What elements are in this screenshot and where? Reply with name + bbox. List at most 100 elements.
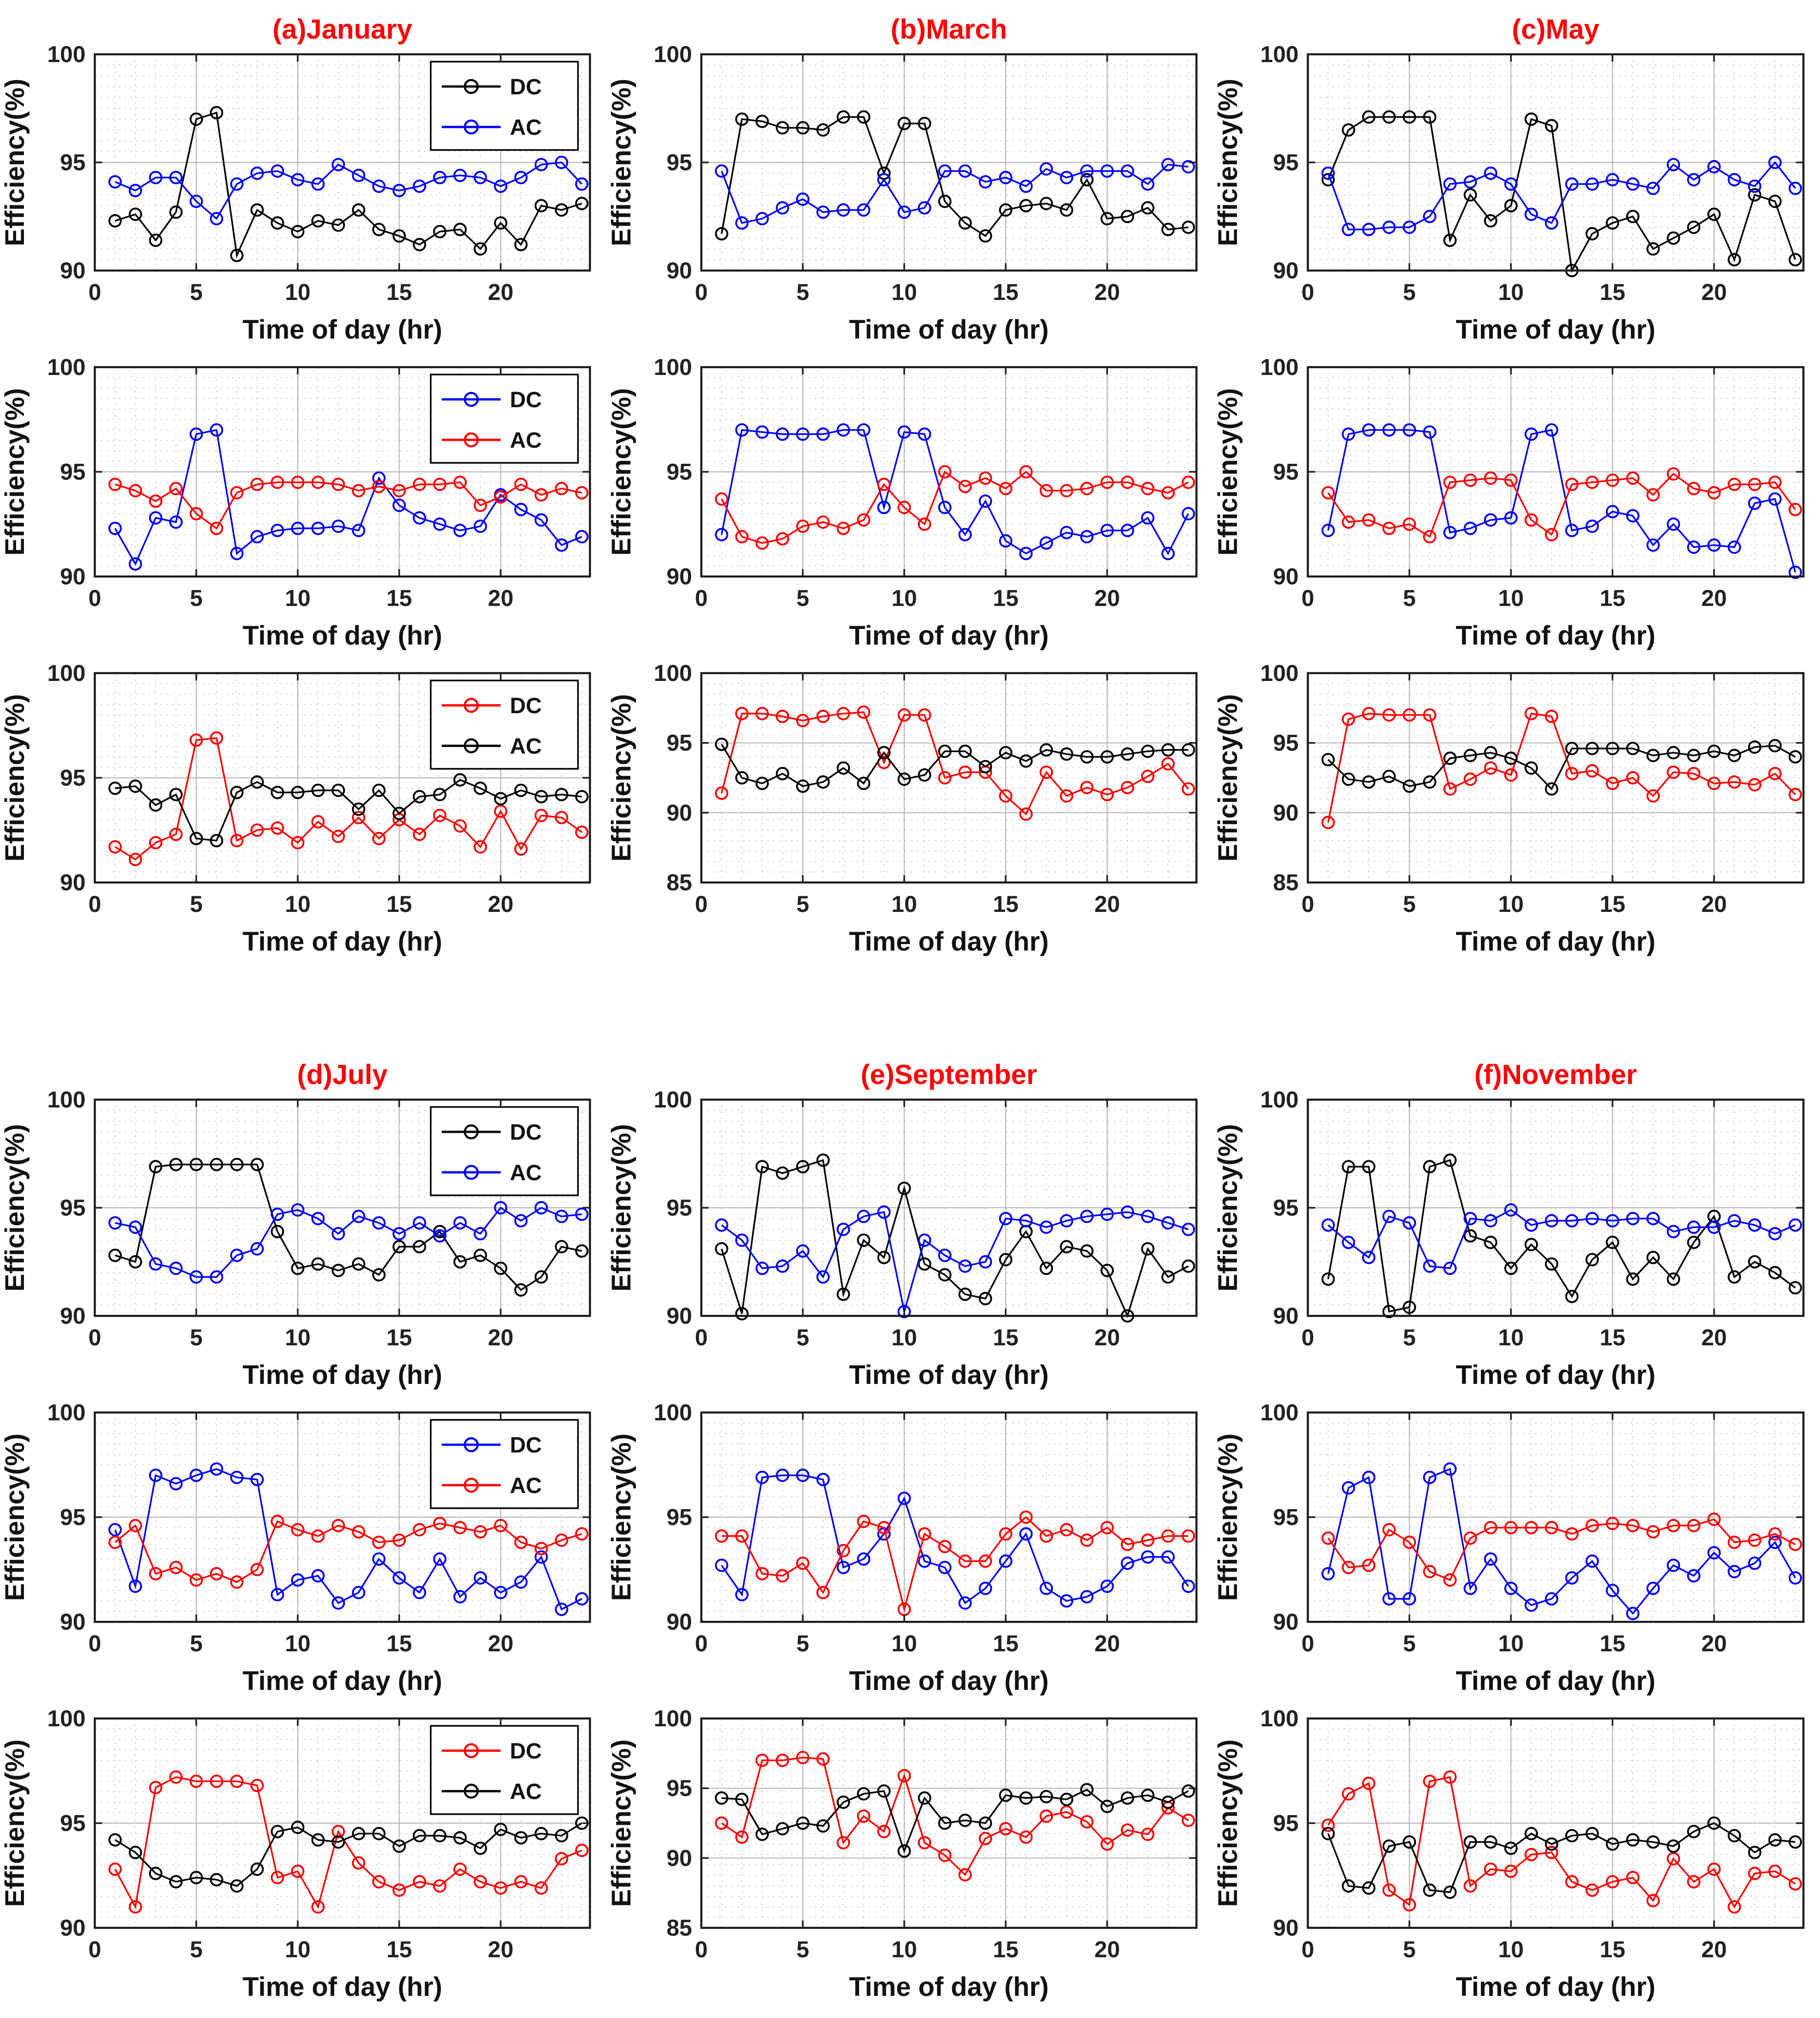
x-tick-label: 20 — [488, 1325, 514, 1350]
x-tick-label: 0 — [1301, 1325, 1314, 1350]
x-axis-label: Time of day (hr) — [849, 927, 1049, 957]
y-tick-label: 90 — [60, 1915, 86, 1941]
y-tick-label: 95 — [60, 765, 86, 791]
series-line-mar-top-dc — [721, 116, 1189, 237]
plot-jul-top: 0 5 10 15 20 90 95 100 Efficiency(%) Time of day … — [0, 1059, 591, 1390]
x-tick-label: 15 — [1600, 1325, 1625, 1350]
y-tick-label: 95 — [60, 150, 86, 175]
x-tick-label: 10 — [1498, 891, 1524, 917]
y-axis-label: Efficiency(%) — [1213, 1739, 1243, 1907]
x-tick-label: 0 — [695, 1631, 708, 1656]
plot-jan-bot: 0 5 10 15 20 90 95 100 Efficiency(%) Time of day … — [0, 660, 591, 957]
x-axis-label: Time of day (hr) — [1456, 1972, 1656, 2002]
x-tick-label: 5 — [190, 1937, 203, 1962]
chart-jul-bot: 0 5 10 15 20 90 95 100 Efficiency(%) Time of day … — [0, 1701, 607, 2007]
legend-label-ac: AC — [510, 1780, 542, 1804]
x-tick-label: 5 — [1403, 1937, 1416, 1962]
chart-title: (b)March — [890, 14, 1007, 45]
x-tick-label: 15 — [387, 891, 412, 917]
x-tick-label: 20 — [1701, 585, 1727, 611]
x-tick-label: 5 — [797, 1325, 809, 1350]
x-tick-label: 10 — [891, 1631, 917, 1656]
x-tick-label: 10 — [285, 1325, 311, 1350]
series-line-jan-bot-dc — [115, 737, 583, 861]
chart-nov-mid: 0 5 10 15 20 90 95 100 Efficiency(%) Time of day … — [1213, 1395, 1820, 1701]
series-line-jan-bot-ac — [115, 779, 582, 842]
x-tick-label: 20 — [1094, 279, 1120, 305]
x-tick-label: 10 — [1498, 1631, 1524, 1656]
y-axis-label: Efficiency(%) — [1213, 1433, 1243, 1601]
x-tick-label: 15 — [387, 1937, 412, 1962]
x-tick-label: 0 — [1301, 1631, 1314, 1656]
y-axis-label: Efficiency(%) — [1213, 694, 1243, 861]
x-tick-label: 15 — [993, 1937, 1019, 1962]
y-tick-label: 95 — [666, 1776, 692, 1801]
plot-may-top: 0 5 10 15 20 90 95 100 Efficiency(%) Time of day … — [1213, 14, 1805, 345]
x-tick-label: 20 — [1701, 1937, 1727, 1962]
x-axis-label: Time of day (hr) — [849, 315, 1049, 345]
y-tick-label: 100 — [47, 354, 86, 380]
x-axis-label: Time of day (hr) — [849, 1360, 1049, 1390]
plot-jan-top: 0 5 10 15 20 90 95 100 Efficiency(%) Time of day … — [0, 14, 591, 345]
x-tick-label: 20 — [1701, 891, 1727, 917]
y-tick-label: 100 — [1260, 354, 1299, 380]
legend-box — [430, 1725, 579, 1815]
x-tick-label: 5 — [190, 585, 203, 611]
series-line-jul-bot-dc — [114, 1776, 583, 1909]
x-axis-label: Time of day (hr) — [1456, 1666, 1656, 1696]
y-tick-label: 85 — [1273, 870, 1299, 895]
x-axis-label: Time of day (hr) — [849, 1666, 1049, 1696]
x-tick-label: 10 — [1498, 585, 1524, 611]
chart-title: (d)July — [297, 1059, 388, 1090]
series-line-jul-mid-ac — [114, 1520, 582, 1583]
y-tick-label: 90 — [666, 800, 692, 825]
plot-sep-top: 0 5 10 15 20 90 95 100 Efficiency(%) Time of day … — [607, 1059, 1198, 1390]
plot-nov-bot: 0 5 10 15 20 90 95 100 Efficiency(%) Time of day … — [1213, 1706, 1805, 2002]
y-tick-label: 90 — [1273, 1609, 1299, 1635]
legend-box — [430, 680, 579, 770]
x-tick-label: 10 — [891, 585, 917, 611]
y-tick-label: 95 — [60, 1195, 86, 1221]
y-tick-label: 90 — [1273, 1915, 1299, 1941]
y-axis-label: Efficiency(%) — [0, 1433, 30, 1601]
y-tick-label: 95 — [666, 1195, 692, 1221]
y-tick-label: 95 — [666, 730, 692, 756]
y-axis-label: Efficiency(%) — [1213, 388, 1243, 555]
y-axis-label: Efficiency(%) — [607, 1433, 636, 1601]
x-axis-label: Time of day (hr) — [849, 1972, 1049, 2002]
series-line-may-bot-ac — [1327, 744, 1796, 790]
series-line-sep-bot-dc — [721, 1757, 1189, 1876]
x-tick-label: 5 — [190, 1631, 203, 1656]
y-axis-label: Efficiency(%) — [1213, 79, 1243, 246]
series-line-jul-mid-dc — [114, 1468, 583, 1611]
y-tick-label: 90 — [666, 1845, 692, 1871]
chart-jan-bot: 0 5 10 15 20 90 95 100 Efficiency(%) Time of day … — [0, 656, 607, 962]
chart-title: (f)November — [1474, 1059, 1637, 1090]
x-tick-label: 5 — [797, 279, 809, 305]
x-tick-label: 0 — [1301, 891, 1314, 917]
x-tick-label: 10 — [285, 279, 311, 305]
y-tick-label: 90 — [666, 564, 692, 589]
chart-mar-top: 0 5 10 15 20 90 95 100 Efficiency(%) Time of day … — [607, 8, 1213, 350]
chart-may-bot: 0 5 10 15 20 85 90 95 100 Efficiency(%) Time of da… — [1213, 656, 1820, 962]
y-tick-label: 100 — [654, 1400, 692, 1425]
legend-label-ac: AC — [510, 1474, 542, 1498]
chart-nov-top: 0 5 10 15 20 90 95 100 Efficiency(%) Time of day … — [1213, 1054, 1820, 1395]
series-line-jul-top-ac — [115, 1206, 582, 1278]
x-tick-label: 20 — [1094, 585, 1120, 611]
x-tick-label: 0 — [88, 1631, 101, 1656]
x-tick-label: 10 — [1498, 279, 1524, 305]
y-tick-label: 95 — [666, 150, 692, 175]
y-tick-label: 95 — [1273, 1195, 1299, 1221]
x-tick-label: 5 — [797, 891, 809, 917]
plot-mar-mid: 0 5 10 15 20 90 95 100 Efficiency(%) Time of day … — [607, 354, 1198, 651]
x-tick-label: 10 — [891, 891, 917, 917]
chart-sep-mid: 0 5 10 15 20 90 95 100 Efficiency(%) Time of day … — [607, 1395, 1213, 1701]
x-axis-label: Time of day (hr) — [1456, 315, 1656, 345]
chart-mar-mid: 0 5 10 15 20 90 95 100 Efficiency(%) Time of day … — [607, 350, 1213, 656]
chart-jul-mid: 0 5 10 15 20 90 95 100 Efficiency(%) Time of day … — [0, 1395, 607, 1701]
plot-jul-mid: 0 5 10 15 20 90 95 100 Efficiency(%) Time of day … — [0, 1400, 591, 1696]
x-tick-label: 10 — [285, 1937, 311, 1962]
x-tick-label: 10 — [891, 279, 917, 305]
y-tick-label: 90 — [1273, 564, 1299, 589]
